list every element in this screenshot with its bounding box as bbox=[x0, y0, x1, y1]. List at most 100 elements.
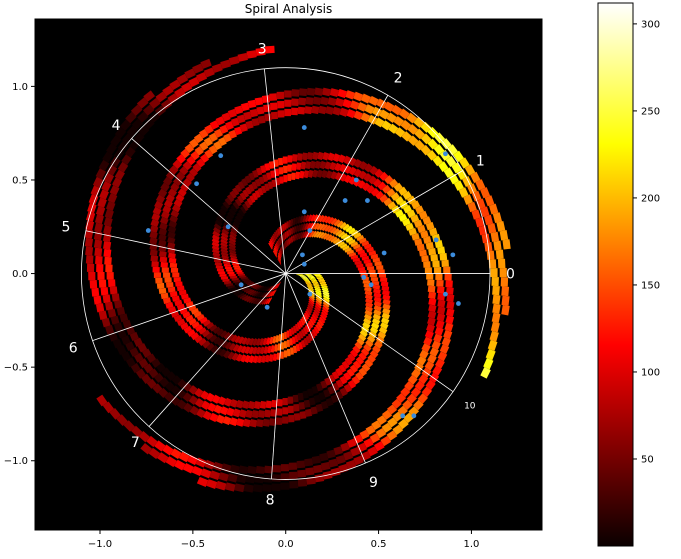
spiral-segment bbox=[437, 246, 446, 255]
spiral-segment bbox=[360, 348, 370, 357]
spiral-segment bbox=[282, 223, 285, 232]
spiral-segment bbox=[196, 476, 209, 488]
spiral-segment bbox=[287, 405, 294, 414]
spiral-segment bbox=[330, 171, 338, 180]
spiral-segment bbox=[322, 87, 332, 97]
spiral-segment bbox=[283, 233, 285, 241]
spiral-segment bbox=[353, 434, 364, 444]
spiral-segment bbox=[292, 154, 298, 162]
spiral-segment bbox=[306, 275, 314, 278]
spiral-segment bbox=[355, 371, 364, 381]
spiral-segment bbox=[401, 131, 412, 142]
spiral-segment bbox=[158, 228, 168, 236]
spiral-segment bbox=[315, 302, 322, 310]
spiral-segment bbox=[245, 409, 253, 419]
data-point bbox=[443, 151, 448, 157]
spiral-segment bbox=[208, 145, 218, 155]
spiral-segment bbox=[311, 230, 317, 238]
spiral-segment bbox=[288, 220, 292, 228]
spiral-segment bbox=[425, 221, 435, 231]
spiral-segment bbox=[245, 186, 252, 195]
spiral-segment bbox=[304, 281, 312, 286]
spiral-segment bbox=[217, 211, 226, 220]
spiral-segment bbox=[428, 248, 437, 256]
spiral-segment bbox=[85, 254, 94, 264]
spiral-segment bbox=[440, 138, 452, 150]
spiral-segment bbox=[221, 463, 232, 473]
spiral-segment bbox=[349, 364, 359, 374]
spiral-segment bbox=[361, 255, 370, 261]
spiral-segment bbox=[240, 277, 248, 280]
spiral-segment bbox=[329, 226, 337, 234]
spiral-segment bbox=[243, 288, 251, 293]
spiral-segment bbox=[316, 321, 323, 329]
spiral-segment bbox=[303, 337, 309, 346]
spiral-segment bbox=[220, 241, 228, 248]
spiral-segment bbox=[376, 265, 384, 270]
spiral-segment bbox=[363, 438, 374, 448]
spiral-segment bbox=[219, 124, 229, 134]
spiral-segment bbox=[289, 480, 299, 489]
spiral-segment bbox=[268, 354, 274, 362]
spiral-segment bbox=[367, 446, 378, 457]
data-point bbox=[381, 250, 387, 256]
spiral-segment bbox=[279, 249, 282, 257]
spiral-segment bbox=[318, 105, 327, 115]
spiral-segment bbox=[266, 345, 272, 354]
spiral-segment bbox=[433, 333, 443, 343]
spoke-line bbox=[285, 273, 366, 464]
spiral-segment bbox=[239, 293, 247, 300]
spiral-segment bbox=[361, 240, 370, 247]
spiral-segment bbox=[307, 388, 314, 397]
spiral-segment bbox=[406, 209, 416, 218]
spiral-segment bbox=[264, 409, 271, 418]
spiral-segment bbox=[230, 117, 240, 127]
spiral-segment bbox=[380, 435, 392, 447]
spiral-segment bbox=[188, 395, 199, 405]
spiral-segment bbox=[437, 306, 446, 315]
spiral-segment bbox=[327, 97, 337, 106]
spiral-segment bbox=[227, 211, 235, 220]
spiral-segment bbox=[312, 169, 319, 178]
spiral-segment bbox=[220, 251, 229, 257]
spiral-segment bbox=[158, 239, 167, 247]
spiral-segment bbox=[274, 244, 279, 252]
spiral-segment bbox=[261, 95, 270, 104]
spiral-segment bbox=[299, 331, 304, 339]
spiral-segment bbox=[94, 247, 103, 257]
spiral-segment bbox=[271, 284, 277, 291]
spiral-segment bbox=[238, 409, 247, 418]
spiral-segment bbox=[443, 167, 454, 179]
spiral-segment bbox=[490, 321, 500, 333]
spiral-segment bbox=[356, 442, 368, 453]
spoke-line bbox=[285, 170, 463, 274]
spiral-segment bbox=[133, 132, 145, 144]
spiral-segment bbox=[106, 143, 118, 155]
spiral-segment bbox=[304, 280, 312, 284]
spiral-segment bbox=[325, 397, 334, 407]
spiral-segment bbox=[272, 353, 277, 361]
spiral-segment bbox=[202, 319, 211, 327]
spiral-segment bbox=[343, 155, 352, 165]
spiral-segment bbox=[301, 339, 306, 348]
spiral-segment bbox=[102, 151, 113, 163]
spiral-segment bbox=[226, 333, 235, 341]
spiral-segment bbox=[279, 248, 283, 256]
spiral-segment bbox=[86, 263, 95, 272]
spiral-segment bbox=[317, 319, 325, 327]
spiral-segment bbox=[293, 413, 301, 421]
spiral-segment bbox=[281, 416, 289, 424]
spiral-segment bbox=[180, 183, 190, 192]
spiral-segment bbox=[327, 225, 334, 233]
spiral-segment bbox=[322, 306, 329, 314]
spiral-segment bbox=[148, 447, 161, 460]
spiral-segment bbox=[234, 198, 242, 207]
spiral-segment bbox=[291, 89, 300, 97]
spiral-segment bbox=[319, 282, 328, 287]
spiral-segment bbox=[232, 343, 240, 353]
spiral-segment bbox=[104, 209, 114, 219]
spiral-segment bbox=[172, 272, 180, 278]
spiral-segment bbox=[168, 257, 177, 264]
spiral-segment bbox=[373, 309, 382, 316]
spiral-segment bbox=[376, 98, 387, 109]
